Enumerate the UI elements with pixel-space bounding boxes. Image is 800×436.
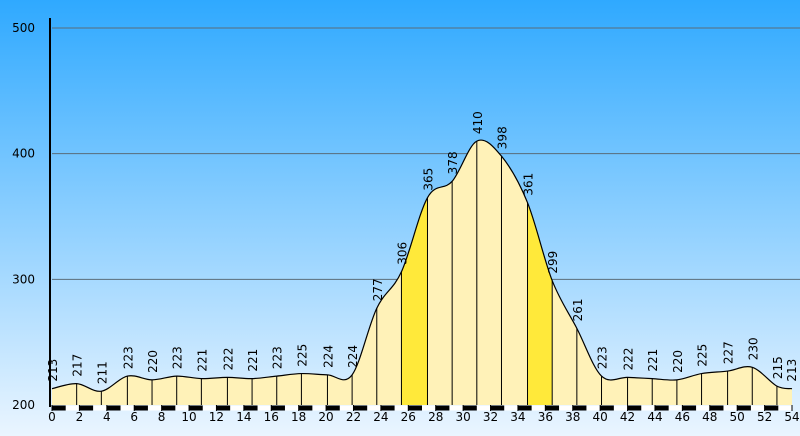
value-label: 223 [171, 346, 185, 369]
value-label: 223 [271, 346, 285, 369]
value-label: 224 [346, 345, 360, 368]
x-tick-label: 28 [428, 410, 443, 424]
x-tick-label: 8 [158, 410, 166, 424]
value-label: 221 [246, 349, 260, 372]
value-label: 224 [321, 345, 335, 368]
y-tick-label: 400 [12, 147, 35, 161]
x-tick-label: 20 [318, 410, 333, 424]
value-label: 211 [95, 361, 109, 384]
x-tick-label: 38 [565, 410, 580, 424]
value-label: 277 [371, 278, 385, 301]
value-label: 306 [395, 242, 409, 265]
segment-fill [452, 140, 477, 405]
x-tick-label: 52 [757, 410, 772, 424]
value-label: 217 [71, 354, 85, 377]
value-label: 215 [771, 356, 785, 379]
value-label: 261 [571, 298, 585, 321]
x-tick-label: 16 [264, 410, 279, 424]
value-label: 365 [421, 168, 435, 191]
value-label: 299 [546, 251, 560, 274]
x-tick-label: 18 [291, 410, 306, 424]
value-label: 220 [146, 350, 160, 373]
value-label: 225 [696, 344, 710, 367]
x-tick-label: 10 [181, 410, 196, 424]
value-label: 220 [671, 350, 685, 373]
x-tick-label: 40 [593, 410, 608, 424]
value-label: 361 [522, 173, 536, 196]
value-label: 213 [785, 359, 799, 382]
x-tick-label: 36 [538, 410, 553, 424]
x-tick-label: 32 [483, 410, 498, 424]
x-tick-label: 14 [236, 410, 251, 424]
value-label: 227 [722, 341, 736, 364]
value-label: 213 [46, 359, 60, 382]
x-tick-label: 4 [103, 410, 111, 424]
x-tick-label: 6 [130, 410, 138, 424]
y-tick-label: 200 [12, 398, 35, 412]
value-label: 223 [121, 346, 135, 369]
x-tick-label: 54 [784, 410, 799, 424]
x-tick-label: 42 [620, 410, 635, 424]
value-label: 378 [446, 151, 460, 174]
x-tick-label: 2 [76, 410, 84, 424]
x-tick-label: 12 [209, 410, 224, 424]
value-label: 221 [195, 349, 209, 372]
x-tick-label: 48 [702, 410, 717, 424]
segment-fill [476, 140, 502, 405]
x-tick-label: 24 [373, 410, 388, 424]
value-label: 230 [746, 337, 760, 360]
y-tick-label: 500 [12, 21, 35, 35]
value-label: 225 [295, 344, 309, 367]
value-label: 222 [622, 347, 636, 370]
value-label: 223 [596, 346, 610, 369]
value-label: 222 [221, 347, 235, 370]
x-tick-label: 46 [675, 410, 690, 424]
x-tick-label: 44 [647, 410, 662, 424]
x-tick-label: 34 [510, 410, 525, 424]
x-tick-label: 26 [401, 410, 416, 424]
x-tick-label: 0 [48, 410, 56, 424]
y-tick-label: 300 [12, 272, 35, 286]
x-tick-label: 30 [455, 410, 470, 424]
x-tick-label: 50 [730, 410, 745, 424]
x-tick-label: 22 [346, 410, 361, 424]
value-label: 398 [495, 126, 509, 149]
value-label: 410 [471, 111, 485, 134]
value-label: 221 [646, 349, 660, 372]
